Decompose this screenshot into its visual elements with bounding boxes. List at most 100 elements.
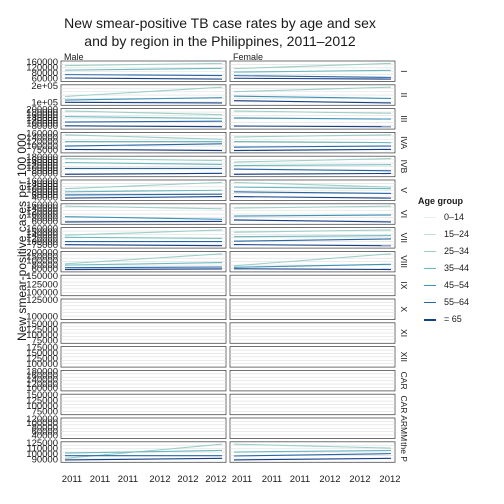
x-tick-label-male: 2012	[177, 474, 198, 485]
y-tick-label: 125000	[26, 324, 58, 335]
y-tick-label: 80000	[32, 68, 58, 79]
y-tick-label: 140000	[26, 230, 58, 241]
series-line-VI-Male-2	[64, 220, 223, 223]
y-tick-label: 160000	[26, 128, 58, 139]
facet-strip-label: IX	[399, 281, 409, 289]
y-tick-label: 120000	[26, 234, 58, 245]
series-line-II-Male-1	[64, 97, 223, 101]
x-tick-label-male: 2012	[149, 474, 170, 485]
series-line-VI-Female-1	[233, 214, 392, 217]
y-tick-label: 100000	[26, 237, 58, 248]
legend-item: 35–44	[418, 261, 502, 278]
series-line-I-Male-2	[64, 74, 223, 77]
series-line-VII-Male-3	[64, 244, 223, 247]
series-line-IVB-Male-0	[64, 158, 223, 162]
series-line-VI-Male-1	[64, 216, 223, 220]
y-tick-label: 125000	[26, 295, 58, 306]
series-line-VIII-Female-0	[233, 253, 392, 267]
series-line-IVA-Female-0	[233, 134, 392, 138]
y-tick-label: 80000	[32, 422, 58, 433]
series-line-the P-Female-3	[233, 457, 392, 461]
y-tick-label: 60000	[32, 264, 58, 275]
y-tick-label: 75000	[32, 145, 58, 156]
y-tick-label: 125000	[26, 438, 58, 449]
legend-swatch	[424, 319, 436, 321]
series-line-VI-Female-0	[233, 205, 392, 209]
series-line-IVA-Male-2	[64, 143, 223, 147]
legend-title: Age group	[418, 196, 463, 206]
legend-item: 15–24	[418, 227, 502, 244]
facet-strip-label: IVB	[399, 160, 409, 174]
y-tick-label: 100000	[26, 163, 58, 174]
y-tick-label: 125000	[26, 354, 58, 365]
y-tick-label: 75000	[32, 407, 58, 418]
y-tick-label: 160000	[26, 110, 58, 121]
facet-strip-label: II	[399, 93, 409, 98]
legend-swatch	[424, 268, 436, 269]
y-tick-label: 150000	[26, 271, 58, 282]
y-tick-label: 80000	[32, 121, 58, 132]
legend-label: 55–64	[444, 297, 470, 307]
y-tick-label: 75000	[32, 335, 58, 346]
x-tick-label-male: 2011	[118, 474, 138, 485]
series-line-VIII-Male-3	[64, 268, 223, 271]
y-tick-label: 160000	[26, 224, 58, 235]
legend-label: 35–44	[444, 263, 470, 273]
legend-label: 25–34	[444, 246, 470, 256]
y-tick-label: 75000	[32, 240, 58, 251]
y-tick-label: 140000	[26, 179, 58, 190]
facet-strip-label: XI	[399, 329, 409, 337]
y-tick-label: 80000	[32, 260, 58, 271]
y-tick-label: 120000	[26, 137, 58, 148]
y-tick-label: 60000	[32, 190, 58, 201]
y-tick-label: 200000	[26, 247, 58, 258]
series-line-IVB-Female-2	[233, 168, 392, 172]
y-tick-label: 175000	[26, 343, 58, 354]
y-tick-label: 150000	[26, 390, 58, 401]
y-tick-label: 60000	[32, 74, 58, 85]
facet-label-male: Male	[64, 52, 84, 62]
legend: Age group 0–14 15–24 25–34 35–44 45–54 55–64 =…	[418, 196, 502, 329]
series-line-III-Male-1	[64, 115, 223, 119]
series-line-III-Male-2	[64, 120, 223, 123]
series-line-V-Female-2	[233, 191, 392, 194]
series-line-IVB-Female-3	[233, 172, 392, 175]
series-line-I-Male-0	[64, 62, 223, 67]
x-tick-label-female: 2011	[262, 474, 282, 485]
series-line-I-Female-1	[233, 69, 392, 73]
y-tick-label: 120000	[26, 116, 58, 127]
legend-label: = 65	[444, 314, 462, 324]
series-line-VI-Male-0	[64, 205, 223, 210]
y-tick-label: 60000	[32, 426, 58, 437]
facet-strip-label: CAR	[399, 372, 409, 390]
series-line-V-Male-2	[64, 193, 223, 196]
y-tick-label: 120000	[26, 206, 58, 217]
y-tick-label: 140000	[26, 113, 58, 124]
series-line-VII-Female-0	[233, 229, 392, 233]
y-tick-label: 60000	[32, 216, 58, 227]
y-tick-label: 160000	[26, 155, 58, 166]
series-line-V-Female-0	[233, 181, 392, 188]
facet-strip-label: X	[399, 306, 409, 312]
legend-items: 0–14 15–24 25–34 35–44 45–54 55–64 = 65	[418, 210, 502, 329]
facet-strip-label: the P	[399, 442, 409, 462]
y-tick-label: 150000	[26, 319, 58, 330]
legend-swatch	[424, 217, 436, 218]
series-line-IVB-Female-0	[233, 158, 392, 163]
series-line-I-Male-1	[64, 67, 223, 71]
series-line-V-Female-1	[233, 186, 392, 190]
y-tick-label: 150000	[26, 227, 58, 238]
series-line-the P-Female-0	[233, 443, 392, 449]
y-tick-label: 180000	[26, 152, 58, 163]
series-line-the P-Female-1	[233, 449, 392, 453]
y-tick-label: 120000	[26, 414, 58, 425]
series-line-III-Male-3	[64, 125, 223, 128]
facet-strip-label: VI	[399, 210, 409, 218]
y-tick-label: 100000	[26, 141, 58, 152]
x-tick-label-female: 2012	[379, 474, 400, 485]
y-tick-label: 150000	[26, 348, 58, 359]
series-line-I-Male-3	[64, 77, 223, 80]
legend-label: 0–14	[444, 212, 465, 222]
facet-strip-label: III	[399, 115, 409, 122]
x-tick-label-male: 2011	[62, 474, 82, 485]
